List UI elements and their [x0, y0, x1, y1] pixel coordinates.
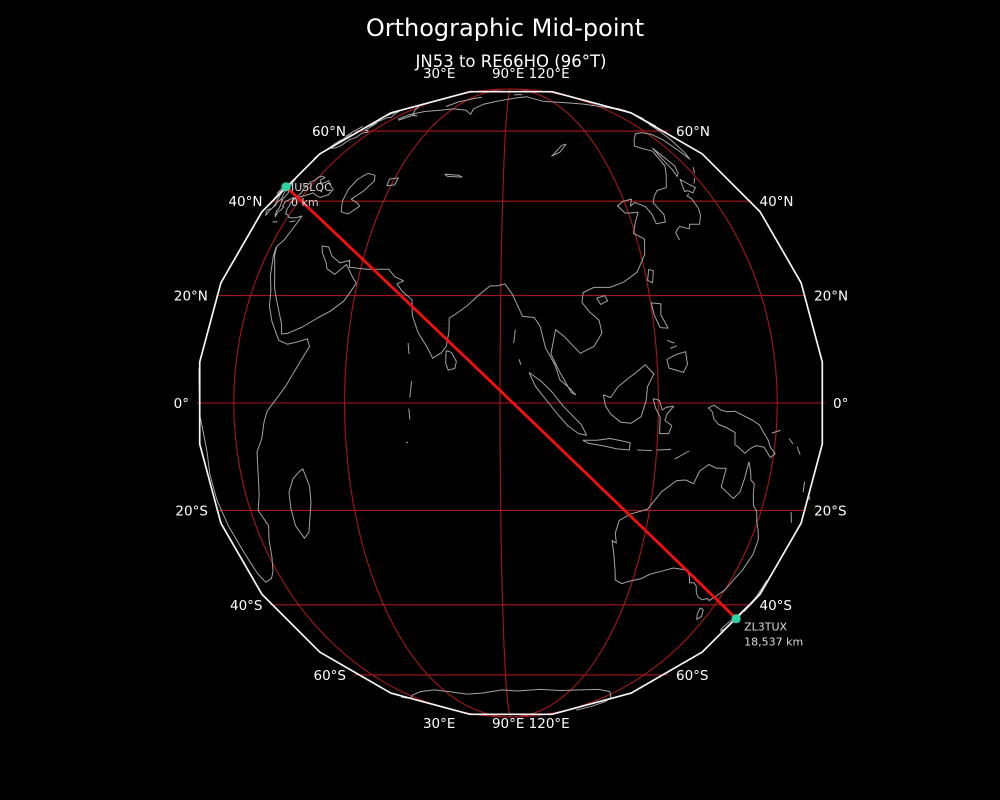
globe-boundary [198, 90, 824, 716]
lat-tick-left: 0° [174, 396, 189, 412]
end-marker [731, 614, 741, 624]
lat-tick-left: 60°N [312, 124, 346, 140]
lat-tick-left: 40°N [228, 194, 262, 210]
start-marker [281, 182, 291, 192]
lat-tick-right: 40°N [760, 194, 794, 210]
lat-tick-right: 40°S [760, 598, 793, 614]
end-distance-label: 18,537 km [744, 636, 803, 649]
lon-tick-bottom: 120°E [529, 716, 570, 732]
lat-tick-right: 20°N [814, 289, 848, 305]
lat-tick-left: 40°S [230, 598, 263, 614]
plot-title: Orthographic Mid-point [365, 14, 645, 42]
lat-tick-right: 20°S [814, 503, 847, 519]
great-circle-path [284, 185, 738, 621]
graticule [197, 88, 825, 718]
lon-tick-top: 120°E [529, 66, 570, 82]
lat-tick-right: 60°N [676, 124, 710, 140]
start-distance-label: 0 km [291, 196, 319, 209]
end-callsign-label: ZL3TUX [744, 621, 787, 634]
lat-tick-right: 0° [833, 396, 848, 412]
lat-tick-left: 20°N [174, 289, 208, 305]
lon-tick-bottom: 30°E [423, 716, 455, 732]
lat-tick-left: 20°S [175, 503, 208, 519]
plot-subtitle: JN53 to RE66HO (96°T) [415, 52, 607, 71]
lat-tick-left: 60°S [314, 668, 347, 684]
lon-tick-bottom: 90°E [492, 716, 524, 732]
start-callsign-label: IU5LQC [291, 181, 332, 194]
lon-tick-top: 90°E [492, 66, 524, 82]
lon-tick-top: 30°E [423, 66, 455, 82]
lat-tick-right: 60°S [676, 668, 709, 684]
